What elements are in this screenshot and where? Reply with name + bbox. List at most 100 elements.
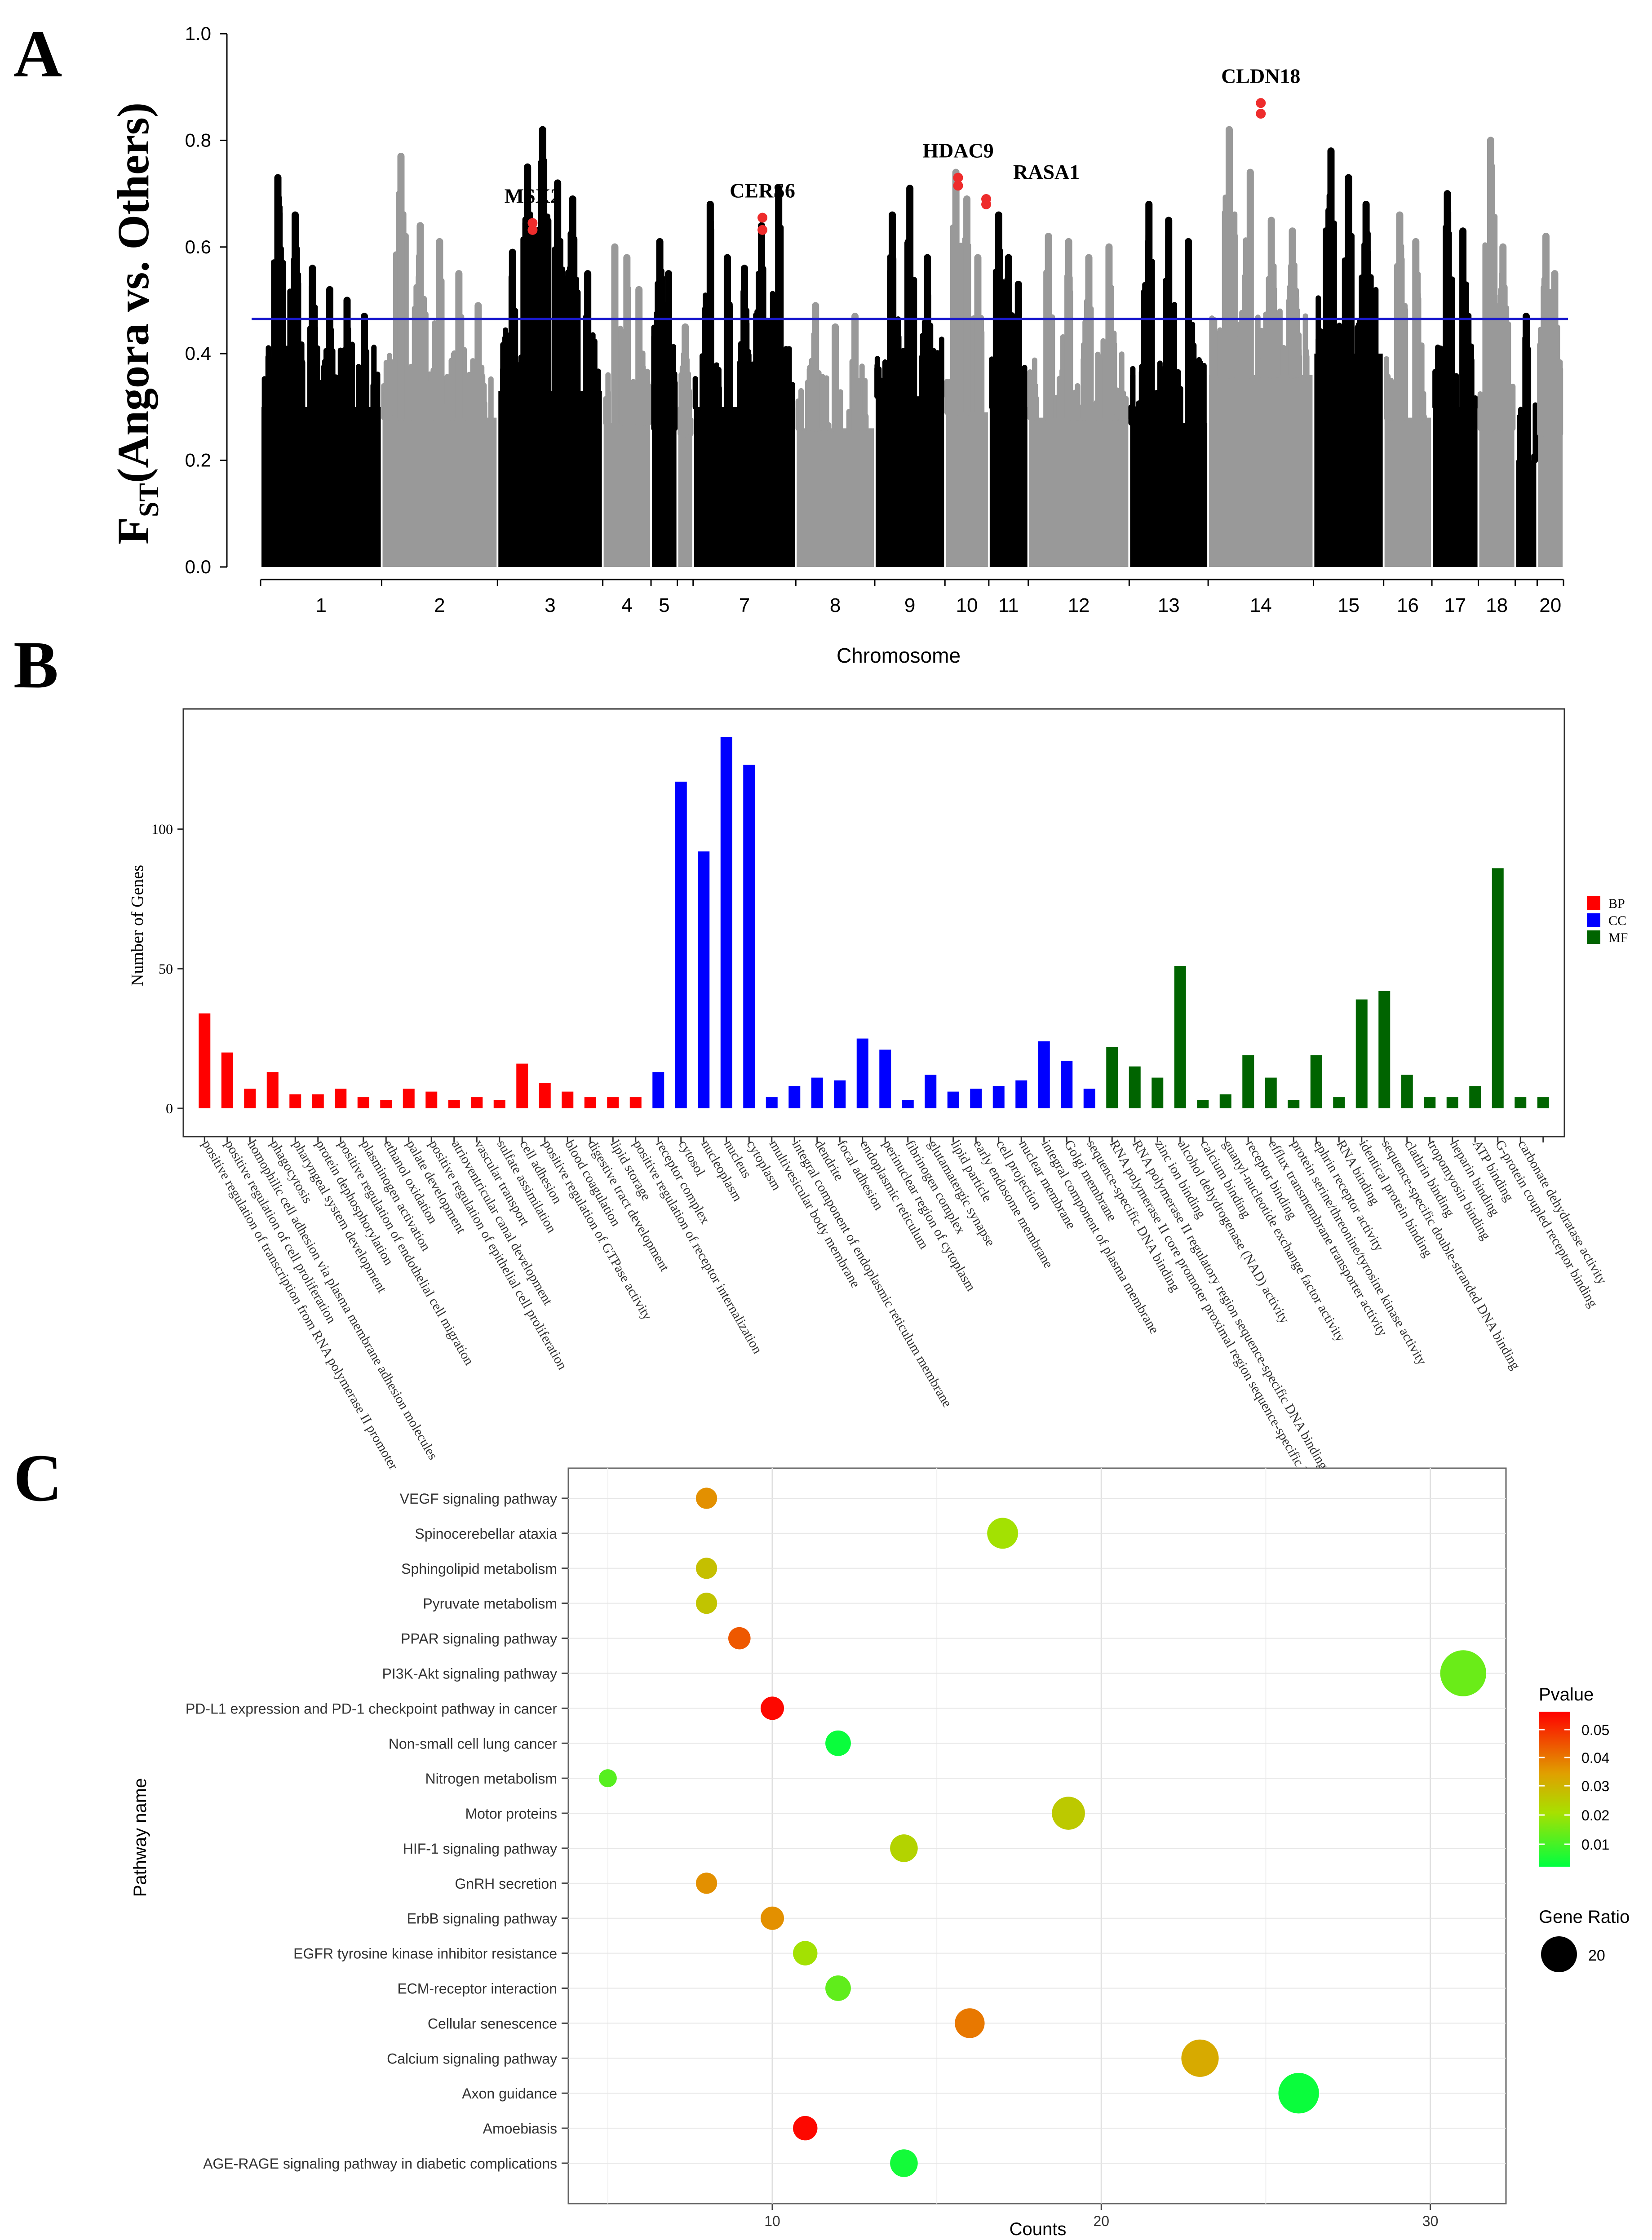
b-y-tick-label: 100 [151,821,173,837]
go-bar [425,1091,438,1108]
a-x-tick-label: 9 [904,594,915,616]
chromosome-2 [381,153,497,567]
a-x-tick-label: 2 [434,594,445,616]
chromosome-base-block [1538,434,1563,567]
go-bar [1015,1080,1028,1108]
a-y-tick-label: 1.0 [185,23,211,44]
go-bar [675,781,687,1108]
go-bar [221,1052,233,1108]
panel-a-manhattan: A 0.00.20.40.60.81.01 2 3 4 5 7 8 9 10 11 12 13 14 15… [13,17,1568,667]
chromosome-base-block [1209,375,1313,567]
chromosome-10 [944,168,988,567]
chromosome-base-block [603,423,651,567]
go-bar [1401,1075,1413,1108]
a-y-tick-label: 0.6 [185,236,211,257]
c-x-tick-label: 10 [764,2213,780,2229]
chromosome-19 [1516,313,1538,567]
highlight-point [953,173,963,183]
pvalue-tick-label: 0.02 [1581,1807,1609,1824]
a-x-tick-label: 12 [1068,594,1090,616]
kegg-point [1181,2039,1219,2077]
chromosome-12 [1027,233,1129,567]
panel-a-letter: A [13,17,62,91]
go-bar [380,1100,392,1108]
c-grid [568,1468,1506,2204]
pathway-label: EGFR tyrosine kinase inhibitor resistanc… [293,1946,557,1962]
go-bar [471,1097,483,1108]
c-y-axis-label: Pathway name [130,1778,150,1897]
b-y-tick-label: 50 [159,961,173,977]
a-axis: 0.00.20.40.60.81.01 2 3 4 5 7 8 9 10 11 12 13 14 15 16… [185,23,1568,616]
b-axis: 0 50 100 [151,821,1544,1142]
panel-c-letter: C [13,1441,62,1515]
chromosome-base-block [382,417,497,567]
kegg-point [761,1696,784,1720]
go-bar [539,1083,551,1108]
highlight-point [527,218,538,228]
highlight-point [953,181,963,191]
go-bar [1061,1061,1073,1108]
c-x-axis: 10 20 30 [764,2204,1438,2229]
c-legend: Pvalue 0.05 0.04 0.03 0.02 0.01 Gene Ratio 2… [1539,1685,1630,1972]
a-ylabel-rest: (Angora vs. Others) [108,102,158,483]
chromosome-6 [678,323,694,567]
go-bar [403,1089,415,1108]
go-bar [1537,1097,1549,1108]
pvalue-ticks: 0.05 0.04 0.03 0.02 0.01 [1539,1722,1609,1853]
go-bar [199,1013,211,1108]
go-bar [493,1100,505,1108]
go-bar [720,737,732,1108]
kegg-point [728,1627,751,1650]
go-bar [1152,1077,1164,1108]
go-bar [629,1097,642,1108]
chromosome-13 [1128,200,1208,567]
pathway-label: GnRH secretion [455,1876,557,1892]
go-bar [1378,991,1391,1108]
a-x-tick-label: 10 [956,594,978,616]
chromosome-14 [1209,126,1313,567]
highlight-point [527,225,538,235]
a-x-tick-label: 15 [1338,594,1360,616]
go-bar [992,1086,1005,1108]
a-x-tick-label: 20 [1539,594,1561,616]
a-x-tick-label: 4 [621,594,632,616]
highlight-point [1256,98,1266,108]
chromosome-base-block [1384,417,1431,567]
chromosome-base-block [946,412,988,567]
kegg-point [695,1593,717,1614]
go-bar [1174,966,1186,1108]
go-bar [289,1094,301,1108]
chromosome-base-block [652,428,677,567]
go-bar [562,1091,574,1108]
highlight-point [1256,109,1266,119]
a-y-tick-label: 0.0 [185,556,211,577]
go-bar [1197,1100,1209,1108]
chromosome-18 [1477,137,1516,567]
kegg-point [793,2116,818,2141]
gene-label-rasa1: RASA1 [1013,160,1080,183]
kegg-point [1440,1650,1487,1696]
manhattan-points [261,126,1563,567]
gene-ratio-legend-dot [1541,1936,1577,1972]
a-ylabel-sub: ST [134,483,164,517]
pathway-label: PD-L1 expression and PD-1 checkpoint pat… [186,1700,557,1717]
chromosome-11 [989,211,1028,567]
a-x-tick-label: 18 [1486,594,1508,616]
c-x-tick-label: 20 [1093,2213,1109,2229]
go-bar [516,1063,528,1108]
go-bar [1083,1089,1095,1108]
go-bar [856,1038,868,1108]
go-bars: positive regulation of transcription fro… [199,737,1610,1535]
kegg-point [1278,2073,1319,2114]
b-legend-label-bp: BP [1608,896,1625,911]
go-bar [766,1097,778,1108]
go-bar [266,1072,279,1108]
go-bar [607,1097,619,1108]
a-x-tick-label: 17 [1444,594,1466,616]
pathway-label: HIF-1 signaling pathway [403,1841,557,1857]
pathway-label: Nitrogen metabolism [425,1771,557,1787]
b-legend-label-mf: MF [1608,930,1628,945]
a-x-axis-label: Chromosome [837,644,961,667]
kegg-point [955,2008,985,2038]
a-x-tick-label: 1 [316,594,327,616]
